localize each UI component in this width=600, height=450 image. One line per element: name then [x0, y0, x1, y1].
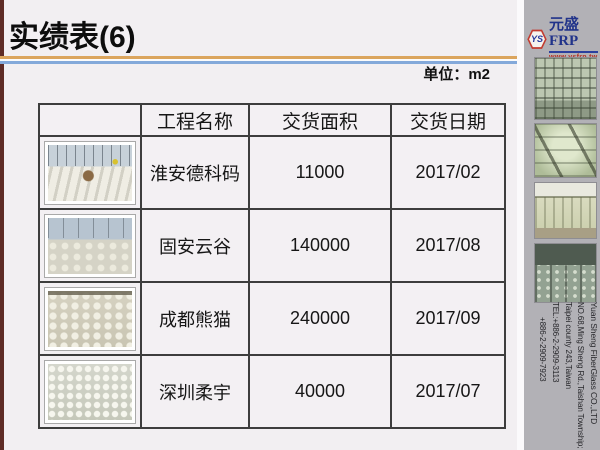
company-phone1: TEL:+886-2-2909-3113: [550, 302, 560, 383]
unit-label: 单位：m2: [423, 66, 490, 83]
tank-farm-photo: [534, 182, 597, 239]
ceiling-grid-photo: [534, 57, 597, 120]
factory-interior-photo: [534, 243, 597, 303]
sidebar-divider: [517, 0, 524, 450]
photo-frame: [44, 286, 136, 351]
brand-name: 元盛FRP: [549, 17, 598, 53]
title-separator-gap: [0, 59, 517, 61]
page-title: 实绩表(6): [9, 21, 136, 54]
table-header-row: 工程名称 交货面积 交货日期: [38, 103, 506, 137]
company-phone2: +886-2-2909-7923: [538, 317, 548, 382]
company-name: Yuan Sheng FiberGlass CO.,LTD: [589, 302, 599, 425]
header-photo: [38, 103, 142, 137]
project-name-cell: 淮安德科码: [140, 135, 250, 210]
aerial-tank-rows-photo: [48, 290, 132, 347]
cylinder-field-cranes-photo: [48, 217, 132, 274]
left-accent-strip: [0, 0, 4, 450]
header-project-name: 工程名称: [140, 103, 250, 137]
delivery-date-cell: 2017/08: [390, 208, 506, 283]
delivery-date-cell: 2017/07: [390, 354, 506, 429]
photo-frame: [44, 213, 136, 278]
delivery-date-cell: 2017/02: [390, 135, 506, 210]
delivery-area-cell: 11000: [248, 135, 392, 210]
project-name-cell: 深圳柔宇: [140, 354, 250, 429]
delivery-record-table: 工程名称 交货面积 交货日期 淮安德科码 11000 2017/02 固安云谷 …: [38, 103, 506, 429]
company-address-line1: NO.68,Ming Sheng Rd.,Taishan Township;: [576, 302, 586, 449]
header-delivery-area: 交货面积: [248, 103, 392, 137]
company-info-block: Yuan Sheng FiberGlass CO.,LTD NO.68,Ming…: [524, 302, 600, 450]
photo-frame: [44, 140, 136, 205]
table-row: 淮安德科码 11000 2017/02: [38, 135, 506, 210]
table-row: 深圳柔宇 40000 2017/07: [38, 354, 506, 429]
table-row: 成都熊猫 240000 2017/09: [38, 281, 506, 356]
title-separator-blue: [0, 61, 517, 64]
ys-hexagon-icon: YS: [527, 29, 547, 49]
delivery-area-cell: 240000: [248, 281, 392, 356]
delivery-area-cell: 140000: [248, 208, 392, 283]
logo-monogram: YS: [530, 34, 543, 45]
frp-tank-closeup-photo: [534, 123, 597, 178]
delivery-area-cell: 40000: [248, 354, 392, 429]
dense-cylinder-rows-photo: [48, 363, 132, 420]
photo-frame: [44, 359, 136, 424]
header-delivery-date: 交货日期: [390, 103, 506, 137]
delivery-date-cell: 2017/09: [390, 281, 506, 356]
project-name-cell: 成都熊猫: [140, 281, 250, 356]
company-address-line2: Taipei county 243,Taiwan: [563, 302, 573, 389]
table-row: 固安云谷 140000 2017/08: [38, 208, 506, 283]
title-separator-orange: [0, 56, 517, 59]
company-logo: YS 元盛FRP www.ysfrp.tw: [526, 17, 598, 61]
project-name-cell: 固安云谷: [140, 208, 250, 283]
construction-site-trusses-photo: [48, 144, 132, 201]
